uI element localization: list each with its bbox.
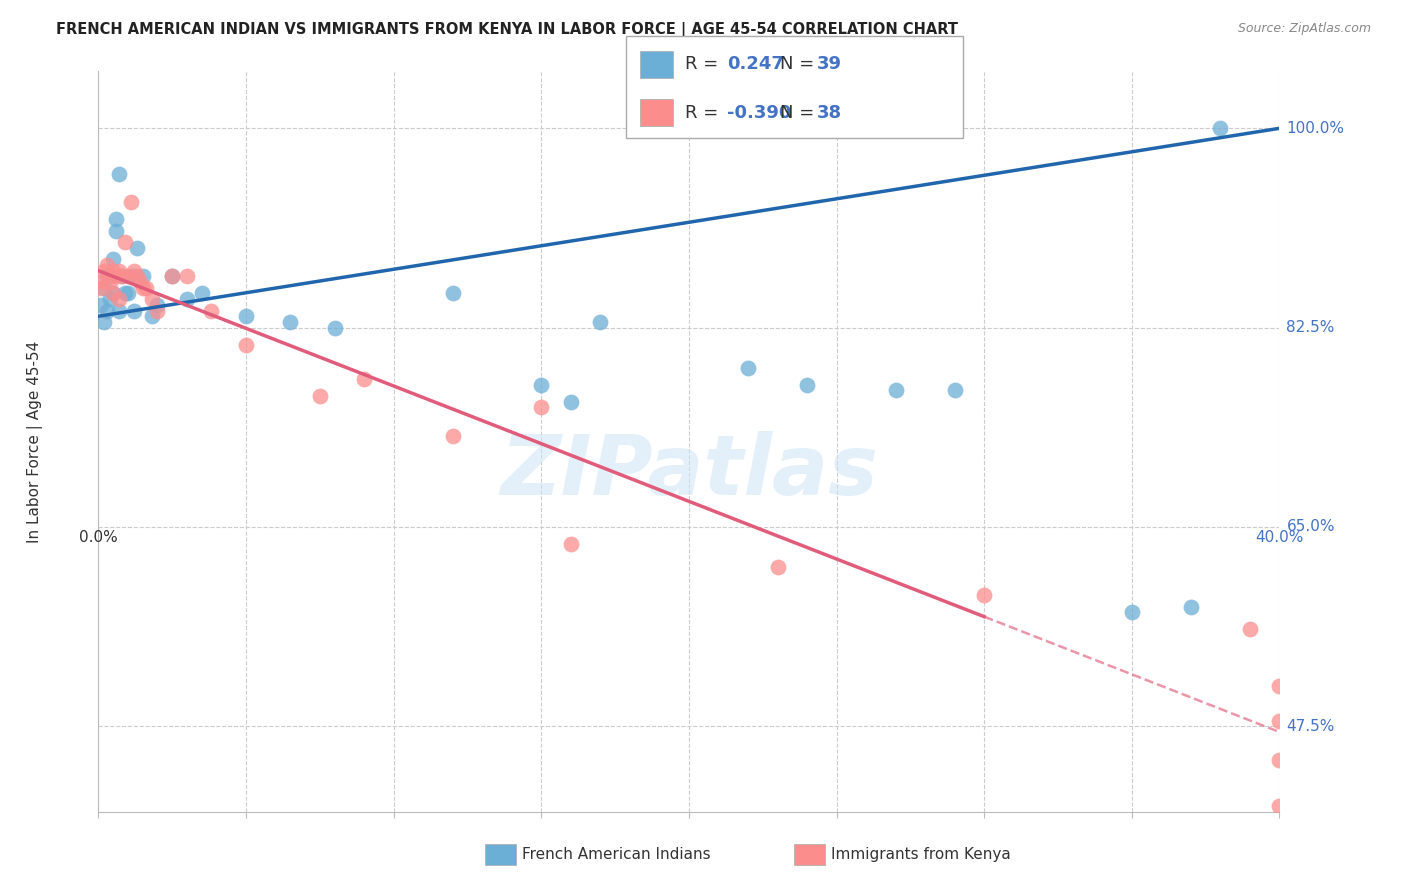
Point [323,320,346,334]
Text: 0.0%: 0.0% [79,531,118,545]
Point [1268,799,1291,814]
Point [122,303,145,318]
Point [200,303,222,318]
Text: 38: 38 [817,103,842,121]
Point [235,337,257,351]
Point [235,310,257,324]
Point [737,360,759,375]
Point [98,275,121,289]
Point [530,401,553,415]
Point [111,269,134,284]
Point [98,269,121,284]
Point [530,377,553,392]
Point [114,286,136,301]
Point [103,263,125,277]
Point [122,263,145,277]
Point [98,269,121,284]
Text: ZIPatlas: ZIPatlas [501,431,877,512]
Text: Source: ZipAtlas.com: Source: ZipAtlas.com [1237,22,1371,36]
Point [1180,599,1202,614]
Text: Immigrants from Kenya: Immigrants from Kenya [831,847,1011,862]
Point [103,286,125,301]
Point [105,212,128,227]
Text: N =: N = [780,103,814,121]
Point [93,315,115,329]
Point [90,275,112,289]
Point [117,286,139,301]
Point [884,384,907,398]
Point [141,292,163,306]
Point [135,281,157,295]
Point [90,281,112,295]
Point [128,275,150,289]
Point [796,377,818,392]
Point [117,269,139,284]
Point [1268,754,1291,768]
Text: 40.0%: 40.0% [1256,531,1303,545]
Point [114,235,136,250]
Point [98,292,121,306]
Point [132,269,155,284]
Text: 47.5%: 47.5% [1286,719,1334,734]
Point [176,269,198,284]
Point [96,303,118,318]
Point [560,394,582,409]
Point [589,315,612,329]
Point [973,588,995,602]
Point [278,315,302,329]
Point [162,269,183,284]
Point [96,269,118,284]
Point [108,263,131,277]
Point [191,286,214,301]
Text: In Labor Force | Age 45-54: In Labor Force | Age 45-54 [27,341,44,542]
Point [120,269,142,284]
Point [105,269,128,284]
Text: 65.0%: 65.0% [1286,519,1334,534]
Point [125,269,148,284]
Point [441,286,464,301]
Point [1239,623,1261,637]
Point [353,372,375,386]
Point [90,298,112,312]
Text: -0.390: -0.390 [727,103,792,121]
Point [103,286,125,301]
Text: N =: N = [780,55,814,73]
Point [108,167,131,181]
Text: 82.5%: 82.5% [1286,320,1334,335]
Point [943,384,966,398]
Point [141,310,163,324]
Text: R =: R = [685,55,718,73]
Point [1268,680,1291,694]
Point [766,559,789,574]
Text: FRENCH AMERICAN INDIAN VS IMMIGRANTS FROM KENYA IN LABOR FORCE | AGE 45-54 CORRE: FRENCH AMERICAN INDIAN VS IMMIGRANTS FRO… [56,22,959,38]
Point [132,281,155,295]
Text: 100.0%: 100.0% [1286,120,1344,136]
Text: R =: R = [685,103,718,121]
Point [93,281,115,295]
Point [162,269,183,284]
Text: 0.247: 0.247 [727,55,783,73]
Point [1121,606,1143,620]
Point [146,303,169,318]
Point [1268,714,1291,728]
Point [146,298,169,312]
Point [103,252,125,267]
Point [111,269,134,284]
Point [96,258,118,272]
Text: French American Indians: French American Indians [522,847,710,862]
Point [108,292,131,306]
Text: 39: 39 [817,55,842,73]
Point [120,195,142,210]
Point [176,292,198,306]
Point [105,224,128,238]
Point [560,537,582,551]
Point [108,303,131,318]
Point [309,389,332,403]
Point [125,241,148,255]
Point [93,263,115,277]
Point [1209,121,1232,136]
Point [441,429,464,443]
